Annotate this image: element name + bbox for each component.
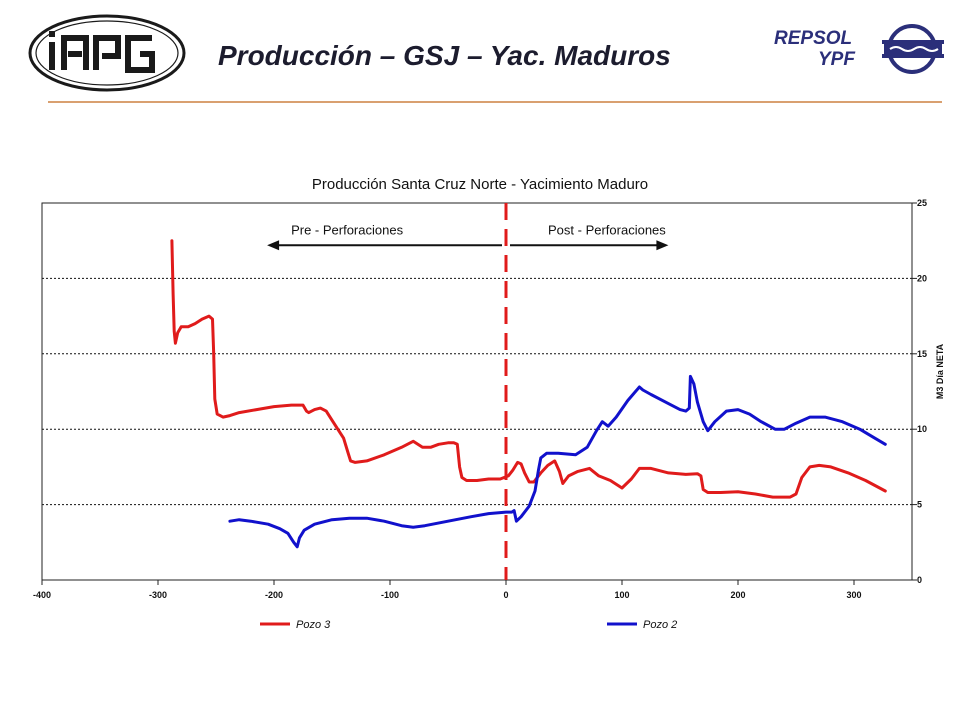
post-perforaciones-label: Post - Perforaciones	[548, 223, 666, 238]
repsol-text: REPSOL	[774, 28, 852, 49]
series-line-pozo-2	[228, 374, 887, 549]
series-layer	[170, 239, 887, 549]
chart: Producción Santa Cruz Norte - Yacimiento…	[33, 176, 945, 631]
x-tick-label: 0	[503, 590, 508, 600]
y-tick-label: 0	[917, 575, 922, 585]
repsol-ypf-logo: REPSOL YPF	[772, 22, 946, 76]
x-axis: -400 -300 -200 -100 0 100 200 300	[33, 580, 862, 600]
x-tick-label: 300	[846, 590, 861, 600]
series-line-pozo-3	[170, 239, 887, 499]
y-tick-label: 10	[917, 424, 927, 434]
y-tick-label: 15	[917, 349, 927, 359]
y-tick-label: 5	[917, 500, 922, 510]
y-tick-label: 25	[917, 198, 927, 208]
ypf-text: YPF	[818, 49, 856, 70]
x-tick-label: -300	[149, 590, 167, 600]
post-arrow-head	[656, 240, 669, 251]
legend: Pozo 3 Pozo 2	[260, 619, 677, 631]
legend-label: Pozo 2	[643, 619, 677, 631]
x-tick-label: -400	[33, 590, 51, 600]
pre-arrow-head	[267, 240, 280, 251]
plot-area	[41, 202, 913, 581]
header-divider	[48, 101, 942, 103]
x-tick-label: -200	[265, 590, 283, 600]
y-axis-label: M3 Día NETA	[935, 343, 945, 399]
x-tick-label: -100	[381, 590, 399, 600]
y-tick-label: 20	[917, 273, 927, 283]
slide-title: Producción – GSJ – Yac. Maduros	[218, 40, 671, 71]
y-axis: 0 5 10 15 20 25	[912, 198, 927, 585]
chart-title: Producción Santa Cruz Norte - Yacimiento…	[312, 176, 648, 193]
iapg-logo: iapg	[28, 14, 186, 92]
annotations: Pre - Perforaciones Post - Perforaciones	[267, 223, 669, 251]
x-tick-label: 100	[614, 590, 629, 600]
pre-perforaciones-label: Pre - Perforaciones	[291, 223, 403, 238]
legend-label: Pozo 3	[296, 619, 331, 631]
x-tick-label: 200	[730, 590, 745, 600]
